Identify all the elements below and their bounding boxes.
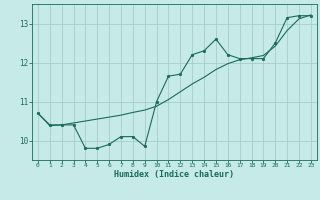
X-axis label: Humidex (Indice chaleur): Humidex (Indice chaleur) xyxy=(115,170,234,179)
